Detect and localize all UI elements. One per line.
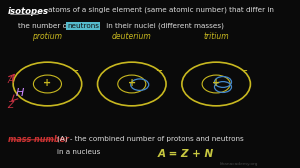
Text: −: − [155, 66, 162, 75]
Text: neutrons: neutrons [67, 23, 99, 29]
Text: +: + [212, 78, 220, 88]
Text: H: H [15, 88, 24, 98]
Text: +: + [44, 78, 52, 88]
Text: - atoms of a single element (same atomic number) that differ in: - atoms of a single element (same atomic… [41, 7, 274, 13]
Text: protium: protium [32, 32, 62, 41]
Text: isotopes: isotopes [8, 7, 49, 16]
Text: +: + [128, 78, 136, 88]
Text: khanacademy.org: khanacademy.org [220, 162, 258, 166]
Text: the number of: the number of [19, 23, 72, 29]
Text: Z: Z [8, 100, 14, 110]
Text: (A) - the combined number of protons and neutrons: (A) - the combined number of protons and… [57, 135, 243, 142]
Text: A: A [8, 76, 14, 85]
Text: in their nuclei (different masses): in their nuclei (different masses) [104, 23, 224, 29]
Text: A = Z + N: A = Z + N [158, 149, 214, 159]
Text: tritium: tritium [203, 32, 229, 41]
Text: −: − [71, 66, 78, 75]
Text: deuterium: deuterium [112, 32, 152, 41]
Text: −: − [240, 66, 247, 75]
Text: mass number: mass number [8, 135, 69, 144]
Text: in a nucleus: in a nucleus [57, 149, 100, 155]
